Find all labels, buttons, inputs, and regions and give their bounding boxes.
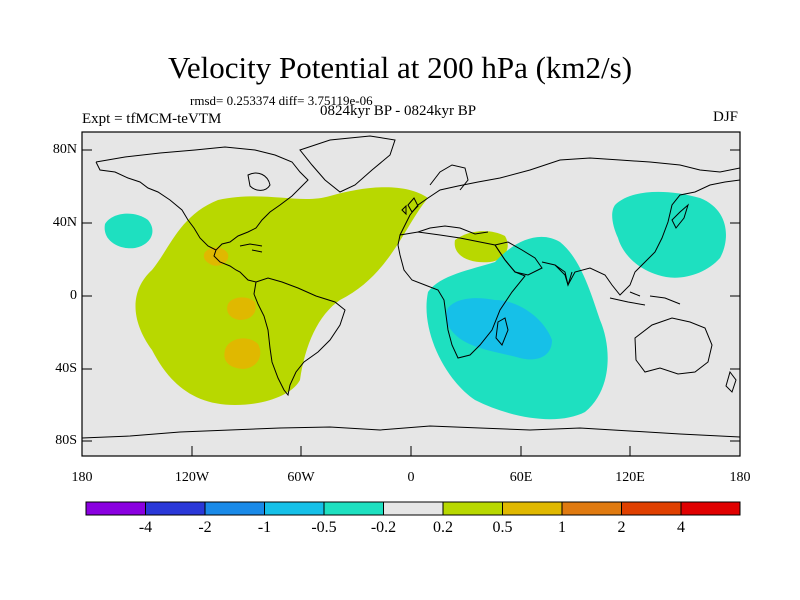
period-label: 0824kyr BP - 0824kyr BP bbox=[320, 103, 477, 119]
coast-mediterranean bbox=[417, 225, 489, 235]
colorbar bbox=[85, 501, 741, 516]
coast-arabia bbox=[494, 241, 543, 276]
colorbar-box-2 bbox=[145, 501, 206, 516]
colorbar-label: -1 bbox=[257, 519, 272, 536]
coastlines bbox=[82, 135, 740, 439]
lon-label: 0 bbox=[407, 470, 415, 485]
coast-caribbean bbox=[239, 243, 263, 253]
colorbar-box-11 bbox=[680, 501, 741, 516]
colorbar-box-7 bbox=[442, 501, 503, 516]
colorbar-label: 4 bbox=[677, 519, 685, 536]
page-title: Velocity Potential at 200 hPa (km2/s) bbox=[167, 50, 633, 85]
lon-label: 60W bbox=[287, 470, 315, 485]
colorbar-label: 2 bbox=[617, 519, 626, 536]
coast-greenland bbox=[299, 135, 396, 193]
experiment-label: Expt = tfMCM-teVTM bbox=[82, 111, 222, 127]
field-negative-madagascar-core bbox=[445, 298, 552, 360]
coast-asia-south bbox=[541, 179, 740, 296]
lon-label: 180 bbox=[729, 470, 751, 485]
coast-north-america bbox=[95, 146, 309, 283]
field-positive-atlantic bbox=[135, 187, 428, 405]
colorbar-box-1 bbox=[85, 501, 146, 516]
coast-madagascar bbox=[495, 317, 509, 346]
coast-japan bbox=[671, 203, 689, 229]
lat-label: 80S bbox=[55, 433, 77, 448]
lon-label: 60E bbox=[509, 470, 533, 485]
lat-label: 40N bbox=[52, 215, 77, 230]
colorbar-box-6 bbox=[383, 501, 444, 516]
field-negative-central-north-pacific bbox=[104, 213, 153, 249]
stats-label: rmsd= 0.253374 diff= 3.75119e-06 bbox=[190, 93, 373, 108]
coast-uk bbox=[401, 197, 419, 216]
lon-ticks bbox=[81, 446, 741, 456]
lat-label: 0 bbox=[70, 288, 77, 303]
colorbar-label: -0.2 bbox=[370, 519, 397, 536]
lon-label: 120W bbox=[174, 470, 210, 485]
colorbar-box-4 bbox=[264, 501, 325, 516]
field-negative-northwest-pacific bbox=[612, 191, 726, 278]
coast-africa bbox=[397, 231, 526, 359]
coast-scandinavia bbox=[429, 164, 469, 191]
colorbar-label: -2 bbox=[198, 519, 212, 536]
coast-new-zealand bbox=[725, 370, 737, 393]
colorbar-box-8 bbox=[502, 501, 563, 516]
lon-label: 180 bbox=[71, 470, 93, 485]
coast-south-america bbox=[253, 277, 346, 397]
colorbar-label: -0.5 bbox=[311, 519, 337, 536]
colorbar-label: 1 bbox=[558, 519, 566, 536]
coast-australia bbox=[634, 317, 713, 375]
colorbar-box-3 bbox=[204, 501, 265, 516]
lon-label: 120E bbox=[615, 470, 645, 485]
colorbar-box-10 bbox=[621, 501, 682, 516]
field-positive-east-pacific bbox=[227, 297, 256, 320]
season-label: DJF bbox=[712, 109, 738, 125]
colorbar-label: -4 bbox=[138, 519, 153, 536]
lat-label: 80N bbox=[52, 142, 77, 157]
colorbar-label: 0.2 bbox=[433, 519, 453, 536]
field-positive-southeast-pacific bbox=[224, 338, 261, 369]
lat-label: 40S bbox=[55, 361, 77, 376]
coast-hudson-bay bbox=[247, 172, 271, 191]
colorbar-box-5 bbox=[323, 501, 384, 516]
coast-indonesia bbox=[609, 291, 681, 306]
field-positive-central-america bbox=[203, 247, 229, 266]
lat-ticks bbox=[82, 149, 740, 442]
contour-fills bbox=[104, 187, 726, 420]
coast-india bbox=[554, 264, 573, 287]
colorbar-label: 0.5 bbox=[492, 519, 513, 536]
field-positive-north-africa bbox=[454, 231, 508, 263]
colorbar-box-9 bbox=[561, 501, 622, 516]
coast-antarctica bbox=[82, 425, 740, 439]
